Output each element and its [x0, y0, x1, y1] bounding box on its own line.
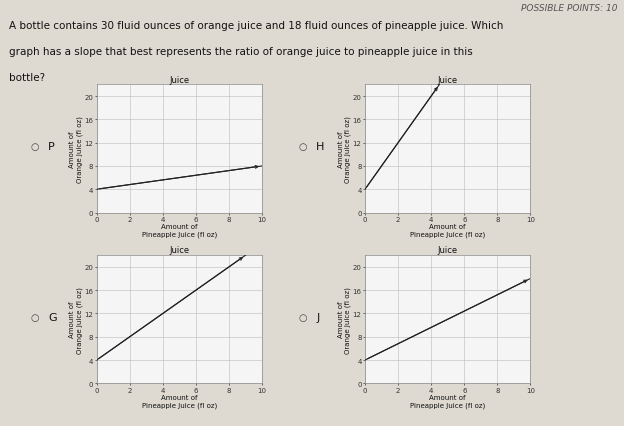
- Title: Juice: Juice: [169, 75, 190, 84]
- X-axis label: Amount of
Pineapple Juice (fl oz): Amount of Pineapple Juice (fl oz): [410, 394, 485, 408]
- Text: ○: ○: [298, 142, 307, 152]
- Text: J: J: [316, 312, 319, 322]
- X-axis label: Amount of
Pineapple Juice (fl oz): Amount of Pineapple Juice (fl oz): [410, 224, 485, 237]
- Y-axis label: Amount of
Orange Juice (fl oz): Amount of Orange Juice (fl oz): [338, 116, 351, 182]
- X-axis label: Amount of
Pineapple Juice (fl oz): Amount of Pineapple Juice (fl oz): [142, 224, 217, 237]
- Title: Juice: Juice: [437, 246, 458, 255]
- Y-axis label: Amount of
Orange Juice (fl oz): Amount of Orange Juice (fl oz): [338, 286, 351, 353]
- Text: ○: ○: [30, 312, 39, 322]
- Text: graph has a slope that best represents the ratio of orange juice to pineapple ju: graph has a slope that best represents t…: [9, 47, 473, 57]
- Text: bottle?: bottle?: [9, 72, 46, 82]
- Text: ○: ○: [30, 142, 39, 152]
- Text: A bottle contains 30 fluid ounces of orange juice and 18 fluid ounces of pineapp: A bottle contains 30 fluid ounces of ora…: [9, 21, 504, 31]
- Y-axis label: Amount of
Orange Juice (fl oz): Amount of Orange Juice (fl oz): [69, 116, 83, 182]
- Text: POSSIBLE POINTS: 10: POSSIBLE POINTS: 10: [521, 4, 618, 13]
- Text: H: H: [316, 142, 324, 152]
- Text: G: G: [48, 312, 57, 322]
- Text: P: P: [48, 142, 55, 152]
- X-axis label: Amount of
Pineapple Juice (fl oz): Amount of Pineapple Juice (fl oz): [142, 394, 217, 408]
- Title: Juice: Juice: [169, 246, 190, 255]
- Y-axis label: Amount of
Orange Juice (fl oz): Amount of Orange Juice (fl oz): [69, 286, 83, 353]
- Title: Juice: Juice: [437, 75, 458, 84]
- Text: ○: ○: [298, 312, 307, 322]
